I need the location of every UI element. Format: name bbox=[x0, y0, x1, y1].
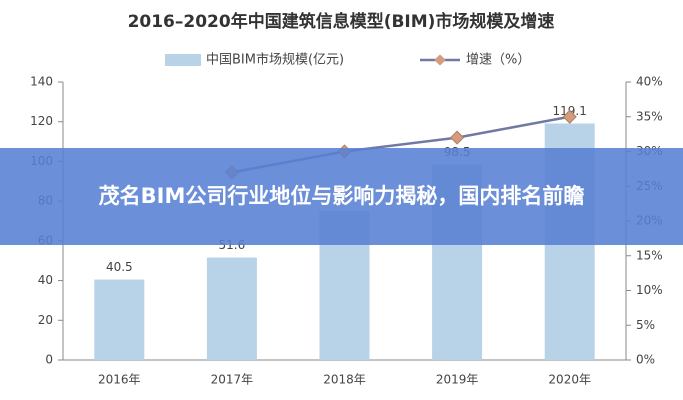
y2-tick-label: 0% bbox=[636, 353, 655, 367]
legend-label: 增速（%） bbox=[466, 53, 530, 68]
x-tick-label: 2018年 bbox=[323, 373, 366, 387]
x-tick-label: 2017年 bbox=[211, 373, 254, 387]
y2-tick-label: 35% bbox=[636, 109, 663, 123]
data-label: 40.5 bbox=[106, 260, 133, 274]
y-tick-label: 140 bbox=[30, 75, 53, 89]
bar bbox=[206, 257, 257, 360]
y2-tick-label: 10% bbox=[636, 283, 663, 297]
x-tick-label: 2019年 bbox=[436, 373, 479, 387]
legend-label: 中国BIM市场规模(亿元) bbox=[206, 52, 344, 68]
legend-swatch bbox=[165, 54, 201, 66]
growth-marker bbox=[562, 109, 577, 124]
growth-marker bbox=[450, 130, 465, 145]
y-tick-label: 20 bbox=[38, 313, 53, 327]
y2-tick-label: 15% bbox=[636, 248, 663, 262]
y-tick-label: 120 bbox=[30, 114, 53, 128]
x-tick-label: 2020年 bbox=[548, 373, 591, 387]
y-tick-label: 0 bbox=[45, 353, 53, 367]
x-tick-label: 2016年 bbox=[98, 373, 141, 387]
banner-text: 茂名BIM公司行业地位与影响力揭秘，国内排名前瞻 bbox=[98, 184, 585, 208]
chart-title: 2016–2020年中国建筑信息模型(BIM)市场规模及增速 bbox=[128, 11, 555, 32]
banner: 茂名BIM公司行业地位与影响力揭秘，国内排名前瞻 bbox=[0, 148, 683, 245]
y2-tick-label: 5% bbox=[636, 318, 655, 332]
y2-tick-label: 40% bbox=[636, 75, 663, 89]
y-tick-label: 40 bbox=[38, 273, 53, 287]
bar bbox=[94, 279, 145, 360]
legend-marker bbox=[434, 54, 446, 66]
